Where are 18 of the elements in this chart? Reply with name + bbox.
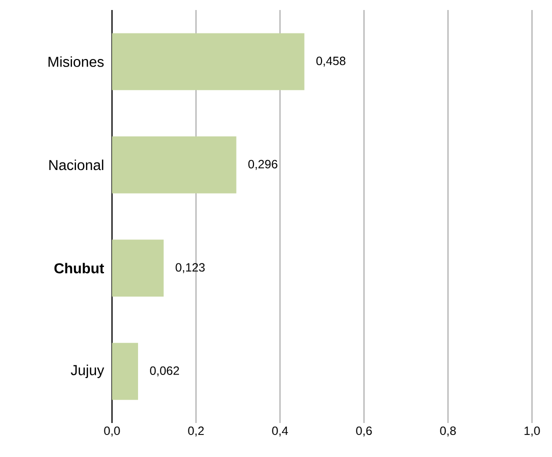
x-tick-label: 0,8 — [440, 426, 456, 436]
x-tick-label: 1,0 — [524, 426, 540, 436]
x-tick-label: 0,2 — [188, 426, 204, 436]
x-tick-label: 0,0 — [104, 426, 120, 436]
data-label: 0,458 — [316, 56, 346, 67]
data-label: 0,062 — [150, 366, 179, 376]
x-tick-label: 0,6 — [356, 426, 372, 436]
bar — [112, 240, 164, 297]
x-tick-label: 0,4 — [272, 426, 288, 436]
bar — [112, 342, 138, 400]
data-label: 0,296 — [248, 160, 278, 170]
y-tick-label: Misiones — [48, 56, 104, 67]
bar — [112, 136, 236, 194]
y-tick-label: Jujuy — [70, 364, 104, 378]
data-label: 0,123 — [176, 263, 205, 274]
bar — [112, 33, 304, 90]
y-tick-label: Nacional — [49, 160, 104, 170]
y-tick-label: Chubut — [54, 262, 104, 274]
